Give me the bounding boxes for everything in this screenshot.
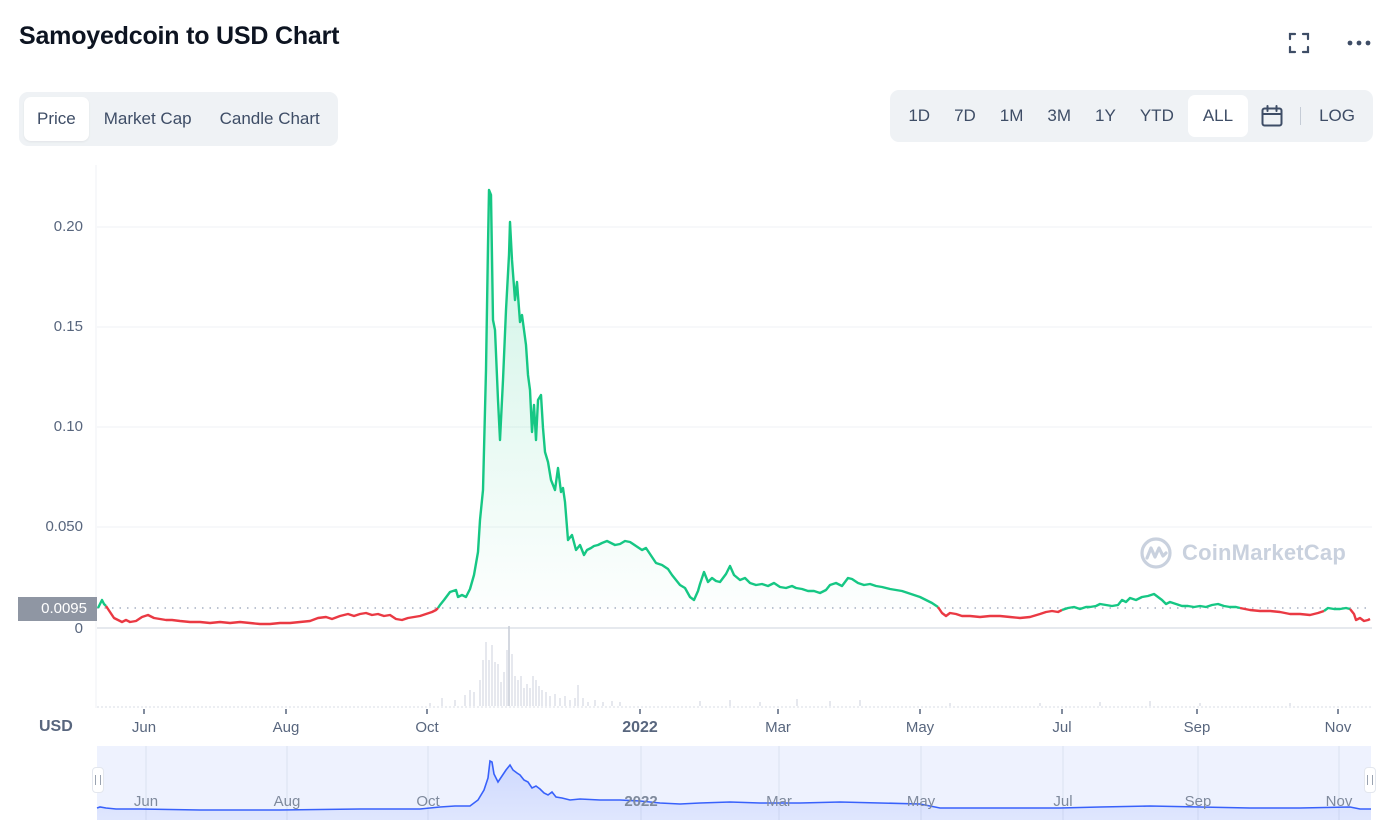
range-7d[interactable]: 7D (954, 106, 976, 125)
range-3m[interactable]: 3M (1047, 106, 1072, 125)
more-horizontal-icon[interactable] (1346, 30, 1372, 56)
navigator-label: Sep (1184, 793, 1212, 810)
tab-candle-chart[interactable]: Candle Chart (219, 109, 320, 128)
chart-type-tabs: Price Market Cap Candle Chart (19, 92, 338, 146)
navigator-label: Jun (133, 793, 159, 810)
x-tick-label: Sep (1183, 719, 1211, 736)
range-1m[interactable]: 1M (999, 106, 1024, 125)
x-tick-label: Nov (1324, 719, 1352, 736)
current-price-tag: 0.0095 (18, 597, 97, 621)
navigator-label: Aug (273, 793, 301, 810)
log-scale-toggle[interactable]: LOG (1319, 106, 1355, 125)
calendar-icon[interactable] (1250, 95, 1294, 137)
navigator-label: Mar (766, 793, 792, 810)
y-tick-label: 0.15 (53, 318, 83, 335)
x-tick-label: Jul (1052, 719, 1072, 736)
fullscreen-icon[interactable] (1286, 30, 1312, 56)
divider (1300, 107, 1302, 125)
navigator-left-handle[interactable] (92, 767, 104, 793)
range-1d[interactable]: 1D (908, 106, 931, 125)
x-tick-label: Aug (272, 719, 300, 736)
chart-canvas (95, 165, 1372, 820)
navigator-label: Nov (1325, 793, 1353, 810)
page-title: Samoyedcoin to USD Chart (19, 22, 340, 50)
chart-actions (1286, 30, 1372, 56)
range-all[interactable]: ALL (1187, 95, 1249, 137)
tab-market-cap[interactable]: Market Cap (103, 109, 192, 128)
x-tick-label: 2022 (622, 719, 658, 736)
x-tick-label: Mar (765, 719, 791, 736)
time-range-selector: 1D 7D 1M 3M 1Y YTD ALL LOG (890, 90, 1373, 142)
currency-label: USD (39, 718, 73, 735)
x-tick-label: Jun (131, 719, 157, 736)
navigator-label: Jul (1053, 793, 1073, 810)
navigator-right-handle[interactable] (1364, 767, 1376, 793)
navigator-label: Oct (416, 793, 440, 810)
price-chart[interactable]: 0.20 0.15 0.10 0.050 0 0.0095 CoinMarket… (0, 160, 1400, 833)
range-1y[interactable]: 1Y (1095, 106, 1116, 125)
coinmarketcap-logo-icon (1140, 537, 1172, 569)
y-tick-label: 0.050 (45, 518, 83, 535)
navigator-label: May (906, 793, 936, 810)
y-tick-label: 0 (74, 620, 83, 637)
x-tick-label: May (905, 719, 935, 736)
y-tick-label: 0.20 (53, 218, 83, 235)
navigator-label: 2022 (624, 793, 658, 810)
tab-price[interactable]: Price (24, 97, 89, 141)
watermark: CoinMarketCap (1139, 536, 1346, 570)
range-ytd[interactable]: YTD (1139, 106, 1174, 125)
y-tick-label: 0.10 (53, 418, 83, 435)
x-tick-label: Oct (415, 719, 439, 736)
